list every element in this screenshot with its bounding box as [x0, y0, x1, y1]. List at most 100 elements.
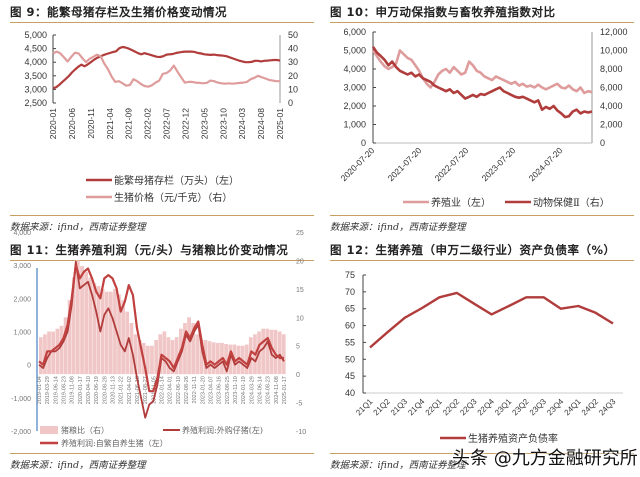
x-tick-label: 21Q1 — [354, 397, 375, 418]
figure-9-title: 图 9：能繁母猪存栏及生猪价格变动情况 — [10, 5, 228, 19]
bar — [265, 328, 270, 375]
bar — [170, 340, 175, 375]
x-tick-label: 2020-08-28 — [102, 376, 108, 404]
x-tick-label: 2023-08-25 — [225, 376, 231, 404]
x-tick-label: 2021-06-18 — [135, 376, 141, 404]
y-left-tick-label: 6,000 — [343, 27, 366, 37]
y-left-tick-label: 4,500 — [24, 44, 47, 54]
x-tick-label: 21Q2 — [372, 397, 393, 418]
x-tick-label: 2024-03-29 — [249, 376, 255, 404]
bar — [39, 337, 43, 375]
legend-label: 养殖业（左） — [431, 196, 491, 209]
x-tick-label: 2020-11 — [86, 108, 96, 139]
y-left-tick-label: 3,000 — [13, 263, 31, 270]
bar — [104, 291, 109, 375]
x-tick-label: 2020-01 — [48, 108, 58, 139]
x-tick-label: 23Q3 — [528, 397, 549, 418]
bar — [63, 317, 68, 375]
x-tick-label: 22Q3 — [458, 397, 479, 418]
figure-12-title: 图 12：生猪养殖（申万二级行业）资产负债率（%） — [330, 243, 616, 257]
y-right-tick-label: 25 — [296, 230, 304, 237]
x-tick-label: 2022-06-10 — [176, 376, 182, 404]
bar — [121, 300, 125, 375]
x-tick-label: 24Q2 — [580, 397, 601, 418]
y-left-tick-label: 1,000 — [13, 330, 31, 337]
bar — [187, 317, 191, 375]
bar — [146, 345, 150, 375]
figure-9-panel: 图 9：能繁母猪存栏及生猪价格变动情况 2,500 3,000 3,500 4,000… — [0, 0, 320, 238]
y-left-tick-label: 4,000 — [13, 230, 31, 237]
y-tick-label: 45 — [345, 371, 355, 381]
y-right-tick-label: 40 — [288, 44, 298, 54]
y-tick-label: 55 — [345, 337, 355, 347]
series-line-1 — [52, 45, 281, 90]
bar — [261, 328, 265, 375]
legend-label: 动物保健Ⅱ（右） — [533, 196, 610, 209]
divider — [330, 22, 634, 23]
legend-label: 养殖利润:外购仔猪(左) — [182, 425, 263, 435]
y-right-tick-label: 2,000 — [600, 120, 623, 130]
divider — [10, 260, 314, 261]
bar — [71, 277, 76, 375]
x-tick-label: 2022-07 — [162, 108, 172, 139]
x-tick-label: 2024-03 — [237, 108, 247, 139]
bar — [162, 331, 167, 375]
y-tick-label: 75 — [345, 270, 355, 280]
y-right-tick-label: 20 — [288, 71, 298, 81]
bar — [43, 334, 47, 375]
figure-10-panel: 图 10：申万动保指数与畜牧养殖指数对比 0 1,000 2,000 3,000 4,0… — [320, 0, 640, 238]
bar — [113, 288, 117, 375]
bar — [216, 342, 220, 375]
figure-10-chart: 0 1,000 2,000 3,000 4,000 5,000 6,000 0 2,000 4,0… — [339, 27, 628, 209]
x-tick-label: 2021-04-02 — [127, 376, 133, 404]
y-left-tick-label: 1,000 — [343, 120, 366, 130]
x-tick-label: 2023-01-20 — [200, 376, 206, 404]
figure-12-chart: 40 45 50 55 60 65 70 75 21Q121Q221Q321Q422Q122Q2… — [345, 270, 623, 445]
watermark: 头条 @九方金融研究所 — [452, 448, 638, 469]
x-tick-label: 21Q3 — [389, 397, 410, 418]
x-tick-label: 2022-08-26 — [184, 376, 190, 404]
x-tick-label: 2024-07-20 — [527, 145, 565, 183]
bar — [281, 334, 286, 375]
legend-label: 猪粮比（右） — [61, 425, 109, 435]
bar — [191, 323, 195, 375]
bar — [133, 334, 138, 375]
source-note: 数据来源：ifind，西南证券整理 — [330, 222, 466, 233]
y-right-tick-label: -10 — [296, 429, 306, 436]
source-note: 数据来源：ifind，西南证券整理 — [330, 460, 466, 471]
figure-12-panel: 图 12：生猪养殖（申万二级行业）资产负债率（%） 40 45 50 55 60 65 70… — [320, 238, 640, 476]
legend-label: 生猪养殖资产负债率 — [468, 432, 558, 445]
bar — [224, 344, 228, 375]
x-tick-label: 2020-11-13 — [111, 376, 117, 404]
bar — [195, 334, 200, 375]
figure-11-chart: -2,000 -1,000 0 1,000 2,000 3,000 4,000 -10 -5 0 5… — [11, 230, 306, 448]
bar — [67, 300, 72, 375]
x-tick-label: 22Q1 — [424, 397, 445, 418]
y-left-tick-label: -1,000 — [11, 396, 31, 403]
x-tick-label: 2022-07-20 — [433, 145, 471, 183]
y-left-tick-label: 4,000 — [24, 57, 47, 67]
x-tick-label: 2024-08 — [256, 108, 266, 139]
x-tick-label: 2023-11-10 — [233, 376, 239, 404]
x-tick-label: 2025-01-17 — [282, 376, 288, 404]
x-tick-label: 2019-08-23 — [62, 376, 68, 404]
bar — [59, 325, 64, 375]
x-tick-label: 2020-01-17 — [78, 376, 84, 404]
bar — [117, 294, 121, 375]
y-right-tick-label: 5 — [296, 344, 300, 351]
series-line-2 — [371, 46, 593, 119]
bar — [154, 340, 158, 375]
bar — [207, 341, 212, 375]
x-tick-label: 2020-07-20 — [339, 145, 377, 183]
divider — [10, 453, 314, 454]
source-note: 数据来源：ifind，西南证券整理 — [10, 460, 146, 471]
x-tick-label: 21Q4 — [406, 397, 427, 418]
x-tick-label: 2021-01-22 — [119, 376, 125, 404]
divider — [10, 215, 314, 216]
bar — [55, 328, 60, 375]
bar — [100, 288, 105, 375]
y-left-tick-label: 3,000 — [24, 84, 47, 94]
x-tick-label: 2024-08-23 — [266, 376, 272, 404]
source-note: 数据来源：ifind，西南证券整理 — [10, 222, 146, 233]
x-tick-label: 2022-04-01 — [168, 376, 174, 404]
